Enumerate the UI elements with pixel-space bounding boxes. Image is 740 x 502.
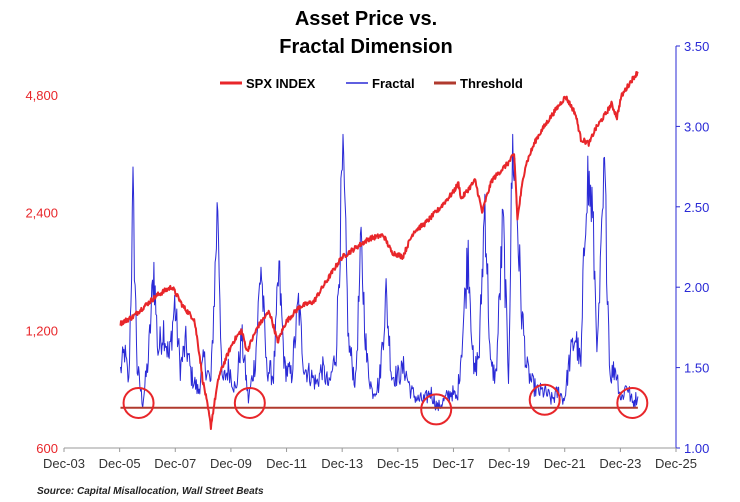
right-tick-label: 2.50 [684,200,709,215]
right-tick-label: 3.00 [684,119,709,134]
left-tick-label: 600 [36,441,58,456]
x-tick-label: Dec-23 [599,456,641,471]
right-tick-label: 1.00 [684,441,709,456]
x-tick-label: Dec-19 [488,456,530,471]
x-tick-label: Dec-03 [43,456,85,471]
source-note: Source: Capital Misallocation, Wall Stre… [37,486,264,497]
right-axis: 1.00 1.50 2.00 2.50 3.00 3.50 [675,39,709,456]
right-tick-label: 2.00 [684,280,709,295]
x-tick-label: Dec-05 [99,456,141,471]
plot-area [119,71,649,430]
x-tick-label: Dec-09 [210,456,252,471]
x-tick-label: Dec-13 [321,456,363,471]
spx-line [119,71,639,430]
fractal-line [120,133,639,412]
highlight-circle [233,386,266,419]
x-tick-label: Dec-25 [655,456,697,471]
legend-label: SPX INDEX [246,76,316,91]
x-axis: Dec-03 Dec-05 Dec-07 Dec-09 Dec-11 Dec-13 Dec-… [43,447,697,471]
highlight-circle [528,383,561,416]
chart-title-line-1: Asset Price vs. [295,8,437,30]
highlight-circle [420,393,453,426]
x-tick-label: Dec-15 [377,456,419,471]
right-tick-label: 1.50 [684,361,709,376]
legend: SPX INDEX Fractal Threshold [220,76,523,91]
highlight-circle [616,386,649,419]
x-tick-label: Dec-21 [544,456,586,471]
highlight-circle [122,386,155,419]
left-axis: 600 1,200 2,400 4,800 [25,88,58,456]
right-tick-label: 3.50 [684,39,709,54]
left-tick-label: 4,800 [25,88,58,103]
left-tick-label: 1,200 [25,323,58,338]
x-tick-label: Dec-07 [154,456,196,471]
chart-title-line-2: Fractal Dimension [279,36,452,58]
legend-label: Fractal [372,76,415,91]
legend-label: Threshold [460,76,523,91]
x-tick-label: Dec-11 [266,456,307,471]
x-tick-label: Dec-17 [432,456,474,471]
left-tick-label: 2,400 [25,206,58,221]
